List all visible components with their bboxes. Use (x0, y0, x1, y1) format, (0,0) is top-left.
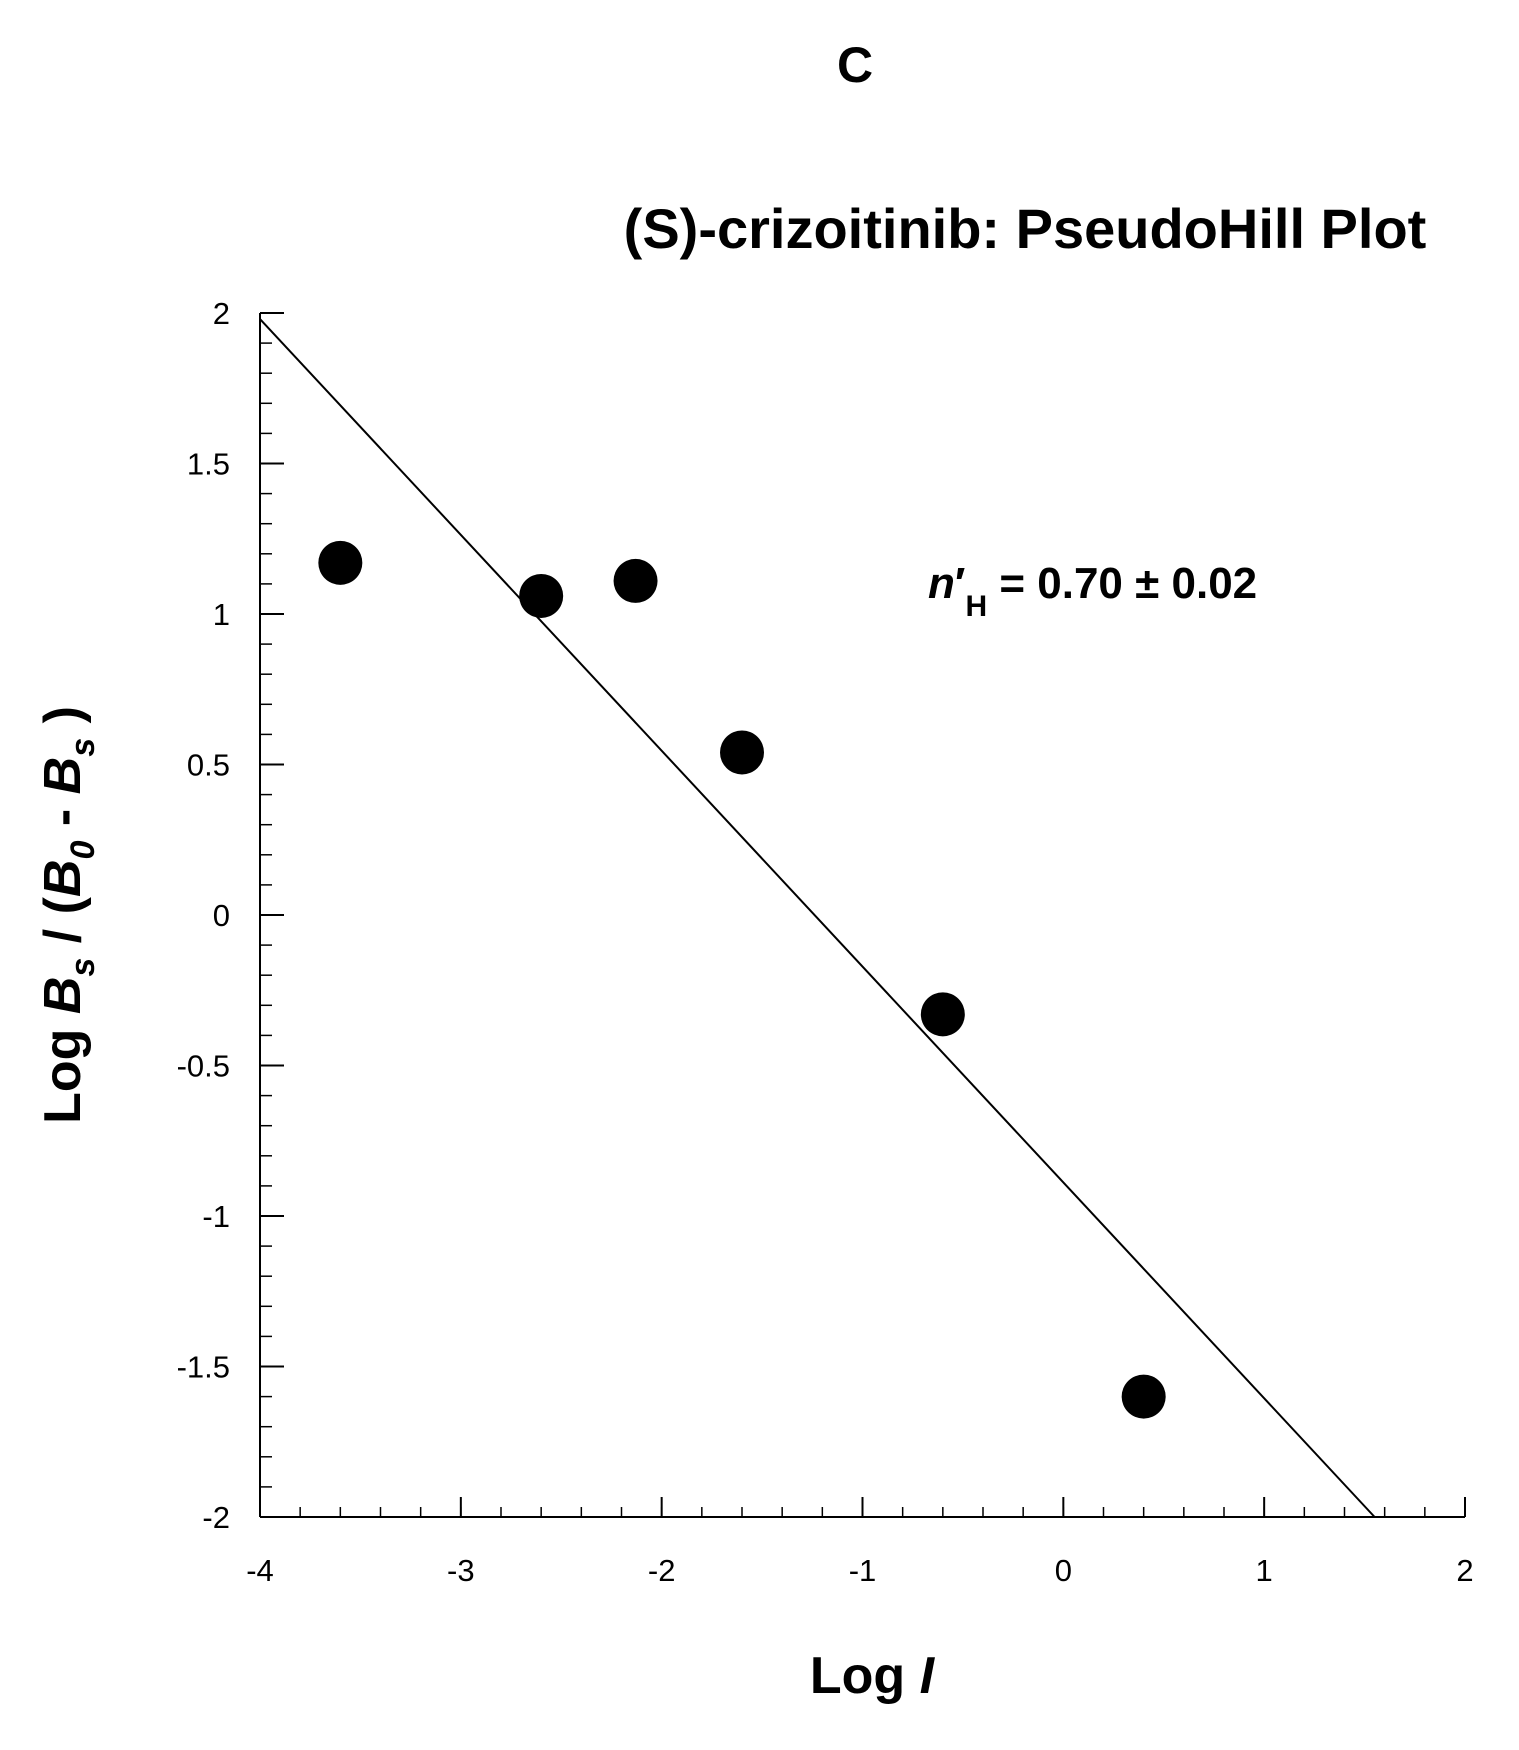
y-tick-label: 1.5 (187, 447, 230, 482)
x-label-prefix: Log (810, 1647, 920, 1705)
y-tick-label: 1 (213, 597, 230, 632)
y-label-log: Log (34, 1014, 92, 1124)
fit-line (259, 318, 1376, 1518)
annotation-value: = 0.70 ± 0.02 (987, 559, 1257, 608)
y-tick-label: -1.5 (177, 1350, 230, 1385)
data-point (613, 558, 658, 603)
x-label-variable: I (920, 1647, 936, 1705)
y-label-s1: s (64, 958, 102, 977)
data-point (318, 540, 363, 585)
y-axis-label: Log Bs / (B0 - Bs ) (34, 706, 102, 1124)
x-axis-label: Log I (810, 1647, 936, 1705)
y-label-close: ) (34, 706, 92, 738)
y-label-s3: s (64, 738, 102, 757)
hill-coefficient-annotation: n′H = 0.70 ± 0.02 (928, 559, 1257, 623)
y-label-minus: - (34, 794, 92, 840)
plot-area: -4 -3 -2 -1 0 1 2 -2 -1.5 -1 -0.5 0 0.5 1 1.5 2 (177, 296, 1474, 1588)
x-tick-label: -4 (246, 1553, 274, 1588)
y-tick-label: 0 (213, 898, 230, 933)
data-point (1121, 1374, 1166, 1419)
x-tick-label: -2 (648, 1553, 676, 1588)
y-tick-label: 0.5 (187, 748, 230, 783)
x-tick-label: 2 (1456, 1553, 1473, 1588)
y-tick-label: -0.5 (177, 1049, 230, 1084)
y-label-open: / ( (34, 896, 92, 957)
y-tick-label: -2 (202, 1500, 230, 1535)
x-tick-label: 0 (1055, 1553, 1072, 1588)
y-label-b3: B (34, 757, 92, 795)
annotation-prime: ′ (955, 559, 966, 608)
y-label-b1: B (34, 977, 92, 1015)
chart-title: (S)-crizoitinib: PseudoHill Plot (624, 197, 1427, 260)
y-label-s2: 0 (64, 840, 102, 859)
annotation-sub: H (965, 590, 987, 623)
y-tick-label: 2 (213, 296, 230, 331)
x-tick-label: 1 (1256, 1553, 1273, 1588)
x-tick-label: -3 (447, 1553, 475, 1588)
annotation-n: n (928, 559, 955, 608)
panel-label: C (837, 37, 873, 93)
x-tick-label: -1 (849, 1553, 877, 1588)
y-label-b2: B (34, 859, 92, 897)
data-point (920, 992, 965, 1037)
y-tick-label: -1 (202, 1199, 230, 1234)
data-point (720, 730, 764, 775)
data-point (519, 573, 564, 618)
